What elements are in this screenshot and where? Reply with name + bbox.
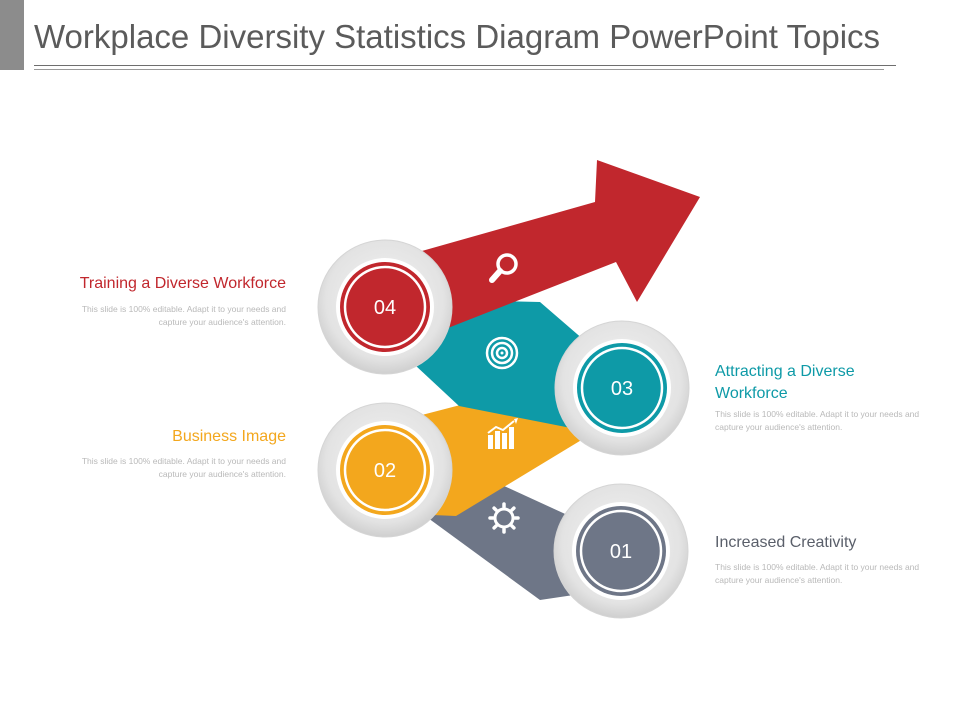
badge-01-number: 01 <box>610 541 632 563</box>
title-underline <box>34 65 896 66</box>
bar-chart-growth-icon <box>487 418 518 449</box>
title-accent-bar <box>0 0 24 70</box>
desc-training-diverse-workforce: This slide is 100% editable. Adapt it to… <box>81 304 286 327</box>
badge-03: 03 <box>554 320 690 456</box>
label-training-diverse-workforce: Training a Diverse Workforce <box>79 275 286 292</box>
badge-02-number: 02 <box>374 460 396 482</box>
band-04-arrow <box>383 160 700 350</box>
label-business-image: Business Image <box>172 428 286 445</box>
gear-icon <box>488 502 520 534</box>
badge-04: 04 <box>317 239 453 375</box>
desc-increased-creativity: This slide is 100% editable. Adapt it to… <box>715 562 920 585</box>
title-underline-secondary <box>34 69 884 70</box>
label-attracting-diverse-workforce: Attracting a Diverse Workforce <box>715 363 855 402</box>
badge-03-number: 03 <box>611 378 633 400</box>
page-title: Workplace Diversity Statistics Diagram P… <box>34 18 881 55</box>
magnifier-icon <box>489 253 518 283</box>
badge-02: 02 <box>317 402 453 538</box>
desc-attracting-diverse-workforce: This slide is 100% editable. Adapt it to… <box>715 409 920 432</box>
badge-04-number: 04 <box>374 297 396 319</box>
target-icon <box>485 336 519 370</box>
desc-business-image: This slide is 100% editable. Adapt it to… <box>81 456 286 479</box>
label-increased-creativity: Increased Creativity <box>715 534 857 551</box>
badge-01: 01 <box>553 483 689 619</box>
